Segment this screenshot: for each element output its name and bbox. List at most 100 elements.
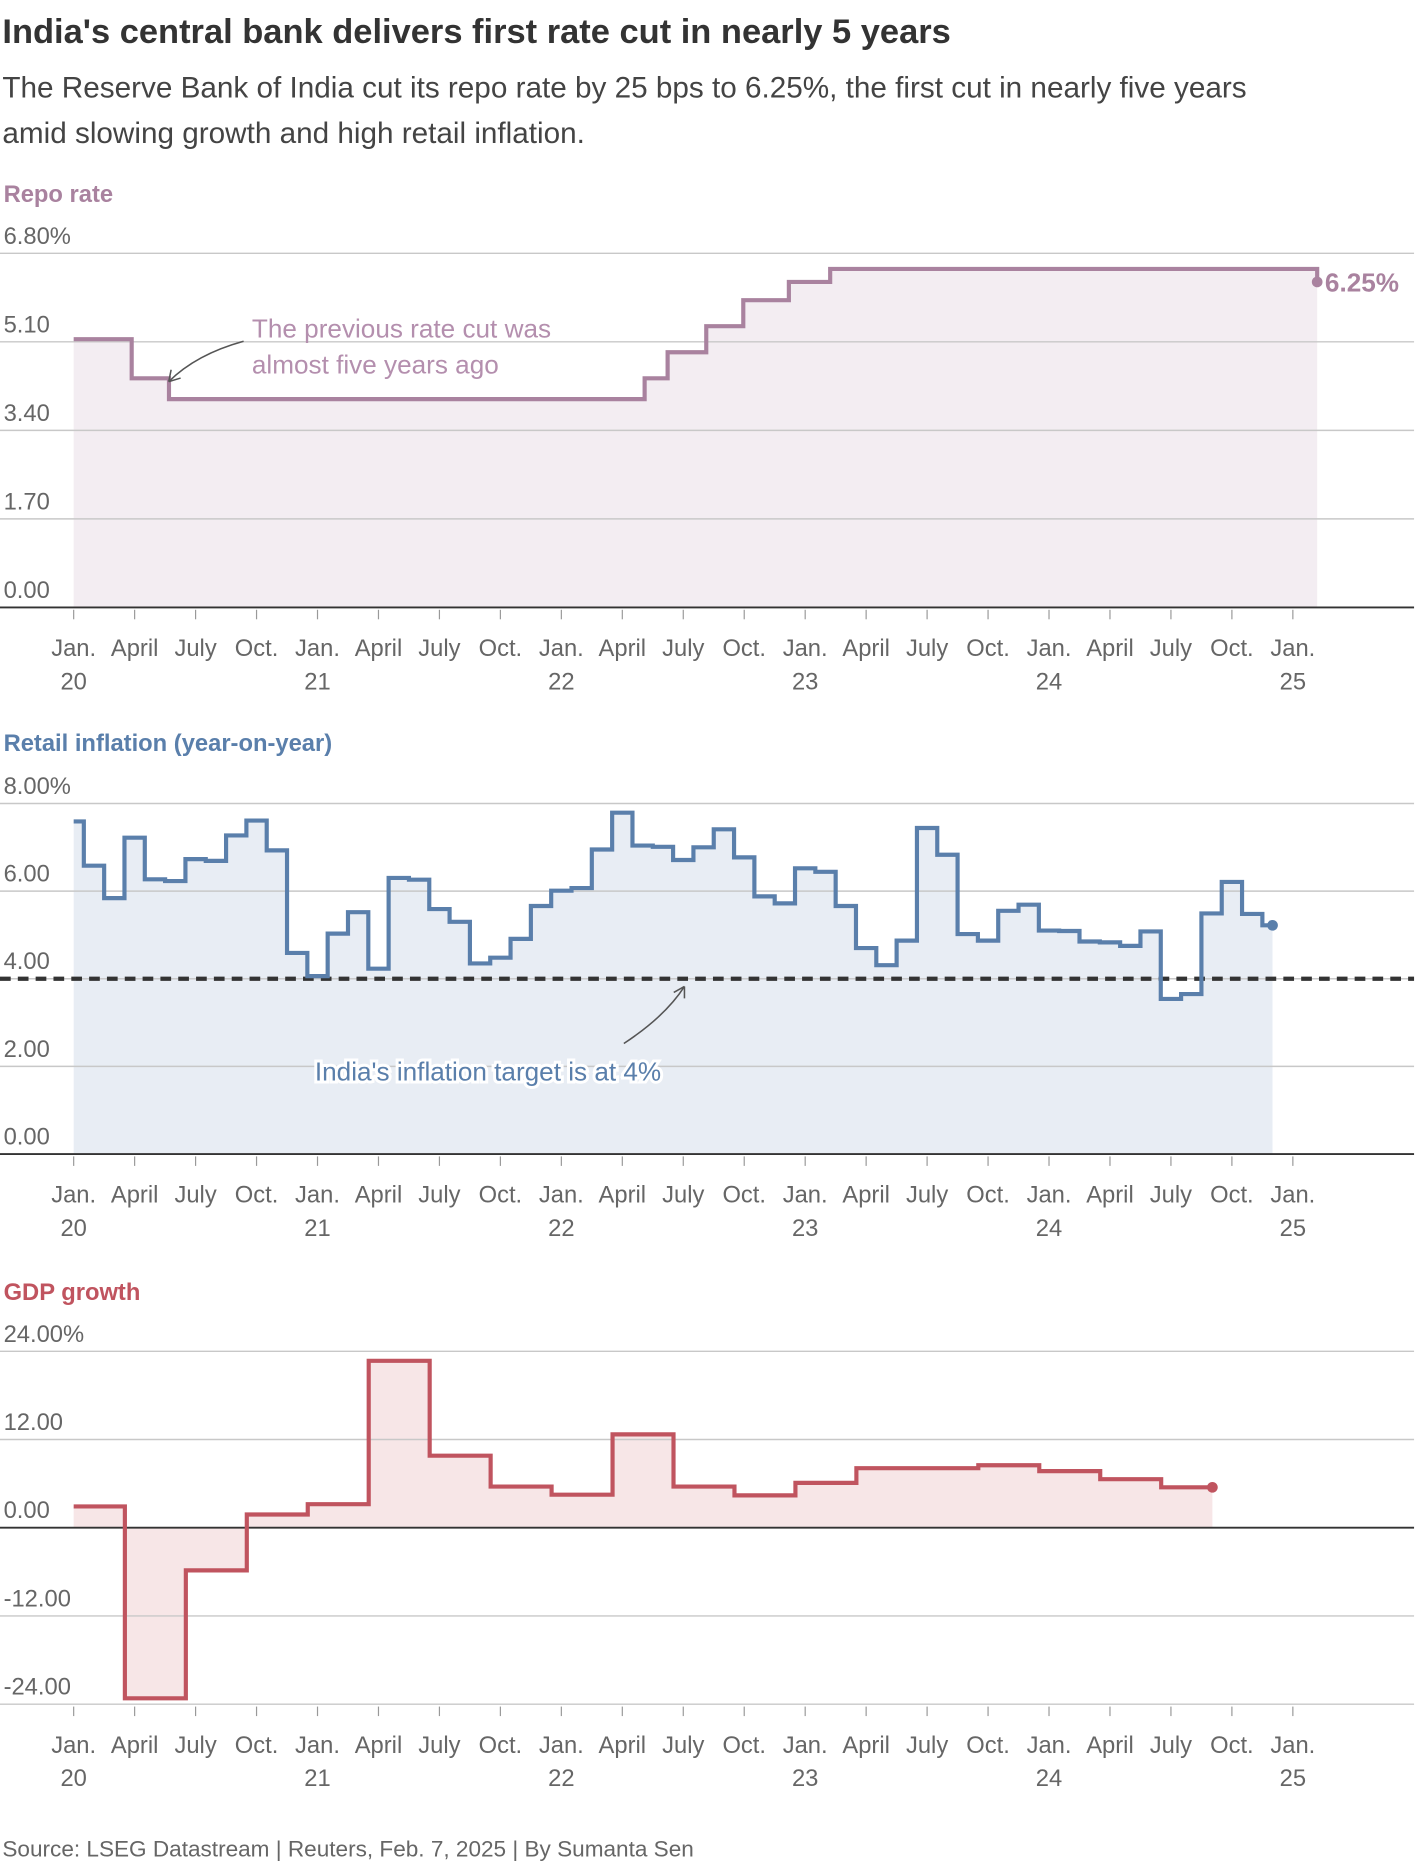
source-note: Source: LSEG Datastream | Reuters, Feb. … bbox=[2, 1836, 693, 1861]
x-year-label: 22 bbox=[548, 668, 574, 695]
x-year-label: 23 bbox=[792, 1765, 818, 1792]
x-tick-label: April bbox=[1086, 1732, 1134, 1759]
x-tick-label: July bbox=[418, 635, 460, 662]
x-tick-label: Oct. bbox=[1210, 1732, 1254, 1759]
y-tick-label: 1.70 bbox=[4, 488, 50, 515]
x-tick-label: April bbox=[355, 1182, 403, 1209]
y-tick-label: -24.00 bbox=[4, 1674, 71, 1701]
chart-subtitle-line-1: The Reserve Bank of India cut its repo r… bbox=[2, 72, 1246, 105]
y-tick-label: 3.40 bbox=[4, 400, 50, 427]
x-tick-label: April bbox=[355, 635, 403, 662]
x-tick-label: Oct. bbox=[479, 1182, 523, 1209]
x-tick-label: Jan. bbox=[1027, 1732, 1072, 1759]
x-tick-label: April bbox=[842, 1732, 890, 1759]
x-year-label: 20 bbox=[60, 1215, 86, 1242]
series-line bbox=[73, 810, 1273, 1001]
x-tick-label: April bbox=[842, 635, 890, 662]
x-tick-label: July bbox=[418, 1182, 460, 1209]
y-tick-label: 24.00% bbox=[4, 1321, 85, 1348]
x-tick-label: Jan. bbox=[539, 1732, 584, 1759]
x-year-label: 20 bbox=[60, 1765, 86, 1792]
x-tick-label: July bbox=[662, 635, 704, 662]
y-tick-label: 5.10 bbox=[4, 311, 50, 338]
x-year-label: 21 bbox=[304, 668, 330, 695]
x-tick-label: Oct. bbox=[235, 635, 279, 662]
annotation-line-1: The previous rate cut was bbox=[252, 314, 551, 344]
series-area bbox=[73, 268, 1318, 608]
annotation-line-2: almost five years ago bbox=[252, 349, 499, 379]
x-year-label: 20 bbox=[60, 668, 86, 695]
x-tick-label: April bbox=[355, 1732, 403, 1759]
annotation-arrow bbox=[623, 986, 686, 1045]
y-tick-label: 0.00 bbox=[4, 577, 50, 604]
x-tick-label: Oct. bbox=[966, 1732, 1010, 1759]
x-tick-label: Oct. bbox=[722, 1182, 766, 1209]
y-tick-label: 12.00 bbox=[4, 1409, 63, 1436]
y-tick-label: 4.00 bbox=[4, 948, 50, 975]
x-tick-label: Jan. bbox=[51, 635, 96, 662]
x-year-label: 25 bbox=[1280, 1215, 1306, 1242]
x-tick-label: April bbox=[1086, 1182, 1134, 1209]
x-year-label: 21 bbox=[304, 1765, 330, 1792]
x-tick-label: April bbox=[111, 1732, 159, 1759]
x-year-label: 24 bbox=[1036, 1215, 1062, 1242]
x-year-label: 22 bbox=[548, 1765, 574, 1792]
x-tick-label: Jan. bbox=[1027, 1182, 1072, 1209]
arrow-head-icon bbox=[167, 369, 181, 383]
x-tick-label: April bbox=[842, 1182, 890, 1209]
x-year-label: 22 bbox=[548, 1215, 574, 1242]
x-tick-label: April bbox=[1086, 635, 1134, 662]
x-tick-label: July bbox=[906, 1182, 948, 1209]
y-tick-label: 0.00 bbox=[4, 1124, 50, 1151]
x-tick-label: Jan. bbox=[539, 635, 584, 662]
x-year-label: 25 bbox=[1280, 668, 1306, 695]
series-end-dot bbox=[1207, 1481, 1218, 1493]
x-tick-label: Jan. bbox=[783, 1732, 828, 1759]
x-tick-label: Jan. bbox=[295, 635, 340, 662]
x-tick-label: July bbox=[174, 1732, 216, 1759]
x-tick-label: Jan. bbox=[783, 635, 828, 662]
y-tick-label: 6.80% bbox=[4, 223, 71, 250]
x-tick-label: Oct. bbox=[235, 1182, 279, 1209]
x-tick-label: April bbox=[599, 635, 647, 662]
x-tick-label: July bbox=[418, 1732, 460, 1759]
x-year-label: 23 bbox=[792, 1215, 818, 1242]
x-year-label: 25 bbox=[1280, 1765, 1306, 1792]
y-tick-label: 8.00% bbox=[4, 773, 71, 800]
x-tick-label: Jan. bbox=[295, 1732, 340, 1759]
x-tick-label: Oct. bbox=[966, 635, 1010, 662]
panel-2: GDP growth -24.00 -12.00 0.00 12.00 24.00% Jan… bbox=[0, 1279, 1415, 1792]
x-tick-label: July bbox=[174, 1182, 216, 1209]
x-tick-label: July bbox=[174, 635, 216, 662]
x-tick-label: April bbox=[111, 635, 159, 662]
panel-title: GDP growth bbox=[4, 1279, 141, 1306]
x-tick-label: Oct. bbox=[479, 635, 523, 662]
x-tick-label: Jan. bbox=[295, 1182, 340, 1209]
x-tick-label: April bbox=[599, 1182, 647, 1209]
x-tick-label: Oct. bbox=[235, 1732, 279, 1759]
x-tick-label: Oct. bbox=[722, 635, 766, 662]
x-tick-label: Jan. bbox=[783, 1182, 828, 1209]
end-value-label: 6.25% bbox=[1325, 267, 1399, 297]
y-tick-label: -12.00 bbox=[4, 1585, 71, 1612]
series-area bbox=[73, 812, 1273, 1155]
x-tick-label: Oct. bbox=[479, 1732, 523, 1759]
x-tick-label: July bbox=[906, 635, 948, 662]
x-tick-label: Jan. bbox=[1270, 1182, 1315, 1209]
chart-subtitle-line-2: amid slowing growth and high retail infl… bbox=[2, 117, 585, 150]
x-tick-label: Jan. bbox=[1270, 1732, 1315, 1759]
series-line bbox=[73, 1358, 1213, 1701]
series-end-dot bbox=[1267, 919, 1278, 931]
x-tick-label: Oct. bbox=[966, 1182, 1010, 1209]
x-tick-label: April bbox=[111, 1182, 159, 1209]
x-tick-label: July bbox=[1150, 635, 1192, 662]
x-tick-label: Jan. bbox=[51, 1732, 96, 1759]
panel-title: Repo rate bbox=[4, 181, 114, 208]
target-annotation: India's inflation target is at 4% bbox=[315, 1056, 661, 1086]
x-tick-label: Jan. bbox=[1027, 635, 1072, 662]
series-area bbox=[73, 1360, 1213, 1699]
panel-0: Repo rate 0.00 1.70 3.40 5.10 6.80% Jan. April J… bbox=[0, 181, 1415, 695]
x-tick-label: April bbox=[599, 1732, 647, 1759]
x-tick-label: Jan. bbox=[1270, 635, 1315, 662]
